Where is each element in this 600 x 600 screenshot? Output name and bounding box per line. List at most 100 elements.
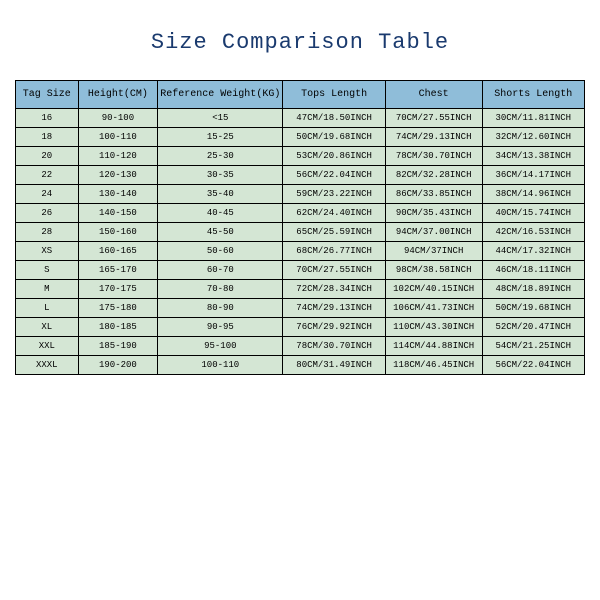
col-header-tag: Tag Size xyxy=(16,81,79,109)
table-cell: 52CM/20.47INCH xyxy=(482,318,584,337)
table-cell: 74CM/29.13INCH xyxy=(283,299,385,318)
table-cell: 56CM/22.04INCH xyxy=(482,356,584,375)
table-cell: 32CM/12.60INCH xyxy=(482,128,584,147)
table-cell: 118CM/46.45INCH xyxy=(385,356,482,375)
table-cell: 45-50 xyxy=(158,223,283,242)
table-row: L175-18080-9074CM/29.13INCH106CM/41.73IN… xyxy=(16,299,585,318)
table-cell: 35-40 xyxy=(158,185,283,204)
table-cell: 20 xyxy=(16,147,79,166)
table-cell: 82CM/32.28INCH xyxy=(385,166,482,185)
table-cell: 110-120 xyxy=(78,147,158,166)
table-cell: 165-170 xyxy=(78,261,158,280)
table-row: 1690-100<1547CM/18.50INCH70CM/27.55INCH3… xyxy=(16,109,585,128)
col-header-chest: Chest xyxy=(385,81,482,109)
table-cell: 36CM/14.17INCH xyxy=(482,166,584,185)
table-row: XXL185-19095-10078CM/30.70INCH114CM/44.8… xyxy=(16,337,585,356)
table-row: 24130-14035-4059CM/23.22INCH86CM/33.85IN… xyxy=(16,185,585,204)
table-cell: 56CM/22.04INCH xyxy=(283,166,385,185)
table-cell: 15-25 xyxy=(158,128,283,147)
table-row: 28150-16045-5065CM/25.59INCH94CM/37.00IN… xyxy=(16,223,585,242)
table-cell: 47CM/18.50INCH xyxy=(283,109,385,128)
table-cell: 65CM/25.59INCH xyxy=(283,223,385,242)
table-cell: 30CM/11.81INCH xyxy=(482,109,584,128)
table-cell: 90-95 xyxy=(158,318,283,337)
table-body: 1690-100<1547CM/18.50INCH70CM/27.55INCH3… xyxy=(16,109,585,375)
table-cell: 18 xyxy=(16,128,79,147)
table-cell: 114CM/44.88INCH xyxy=(385,337,482,356)
table-cell: 76CM/29.92INCH xyxy=(283,318,385,337)
col-header-weight: Reference Weight(KG) xyxy=(158,81,283,109)
table-row: 22120-13030-3556CM/22.04INCH82CM/32.28IN… xyxy=(16,166,585,185)
table-cell: 40CM/15.74INCH xyxy=(482,204,584,223)
table-cell: 40-45 xyxy=(158,204,283,223)
table-cell: 34CM/13.38INCH xyxy=(482,147,584,166)
table-cell: 80CM/31.49INCH xyxy=(283,356,385,375)
table-row: 20110-12025-3053CM/20.86INCH78CM/30.70IN… xyxy=(16,147,585,166)
table-row: XL180-18590-9576CM/29.92INCH110CM/43.30I… xyxy=(16,318,585,337)
table-cell: 50CM/19.68INCH xyxy=(482,299,584,318)
size-table: Tag Size Height(CM) Reference Weight(KG)… xyxy=(15,80,585,375)
table-cell: 50CM/19.68INCH xyxy=(283,128,385,147)
table-cell: 72CM/28.34INCH xyxy=(283,280,385,299)
table-header-row: Tag Size Height(CM) Reference Weight(KG)… xyxy=(16,81,585,109)
table-cell: XXXL xyxy=(16,356,79,375)
table-cell: 74CM/29.13INCH xyxy=(385,128,482,147)
col-header-tops: Tops Length xyxy=(283,81,385,109)
table-cell: 22 xyxy=(16,166,79,185)
table-cell: 78CM/30.70INCH xyxy=(385,147,482,166)
table-cell: 59CM/23.22INCH xyxy=(283,185,385,204)
table-cell: 110CM/43.30INCH xyxy=(385,318,482,337)
table-cell: XS xyxy=(16,242,79,261)
table-cell: 180-185 xyxy=(78,318,158,337)
col-header-height: Height(CM) xyxy=(78,81,158,109)
table-row: XS160-16550-6068CM/26.77INCH94CM/37INCH4… xyxy=(16,242,585,261)
table-cell: 42CM/16.53INCH xyxy=(482,223,584,242)
table-row: S165-17060-7070CM/27.55INCH98CM/38.58INC… xyxy=(16,261,585,280)
table-cell: 70CM/27.55INCH xyxy=(283,261,385,280)
table-cell: 44CM/17.32INCH xyxy=(482,242,584,261)
table-cell: 86CM/33.85INCH xyxy=(385,185,482,204)
table-cell: 80-90 xyxy=(158,299,283,318)
table-cell: L xyxy=(16,299,79,318)
table-row: M170-17570-8072CM/28.34INCH102CM/40.15IN… xyxy=(16,280,585,299)
table-cell: XXL xyxy=(16,337,79,356)
table-cell: 78CM/30.70INCH xyxy=(283,337,385,356)
table-cell: 120-130 xyxy=(78,166,158,185)
table-cell: 130-140 xyxy=(78,185,158,204)
table-row: 26140-15040-4562CM/24.40INCH90CM/35.43IN… xyxy=(16,204,585,223)
table-cell: XL xyxy=(16,318,79,337)
table-cell: 100-110 xyxy=(78,128,158,147)
page-title: Size Comparison Table xyxy=(15,30,585,55)
table-cell: 106CM/41.73INCH xyxy=(385,299,482,318)
table-cell: 150-160 xyxy=(78,223,158,242)
table-cell: 54CM/21.25INCH xyxy=(482,337,584,356)
table-cell: 94CM/37.00INCH xyxy=(385,223,482,242)
table-cell: 95-100 xyxy=(158,337,283,356)
table-cell: <15 xyxy=(158,109,283,128)
table-cell: 26 xyxy=(16,204,79,223)
table-cell: 70-80 xyxy=(158,280,283,299)
table-cell: 90-100 xyxy=(78,109,158,128)
table-row: 18100-11015-2550CM/19.68INCH74CM/29.13IN… xyxy=(16,128,585,147)
table-cell: 175-180 xyxy=(78,299,158,318)
table-cell: 38CM/14.96INCH xyxy=(482,185,584,204)
table-cell: 98CM/38.58INCH xyxy=(385,261,482,280)
table-cell: 28 xyxy=(16,223,79,242)
table-cell: 68CM/26.77INCH xyxy=(283,242,385,261)
table-cell: 46CM/18.11INCH xyxy=(482,261,584,280)
table-cell: 60-70 xyxy=(158,261,283,280)
table-cell: 48CM/18.89INCH xyxy=(482,280,584,299)
table-cell: 30-35 xyxy=(158,166,283,185)
table-cell: 16 xyxy=(16,109,79,128)
table-cell: 62CM/24.40INCH xyxy=(283,204,385,223)
table-cell: 102CM/40.15INCH xyxy=(385,280,482,299)
table-cell: 70CM/27.55INCH xyxy=(385,109,482,128)
table-cell: 53CM/20.86INCH xyxy=(283,147,385,166)
table-cell: 94CM/37INCH xyxy=(385,242,482,261)
table-cell: 90CM/35.43INCH xyxy=(385,204,482,223)
table-row: XXXL190-200100-11080CM/31.49INCH118CM/46… xyxy=(16,356,585,375)
table-cell: 190-200 xyxy=(78,356,158,375)
col-header-shorts: Shorts Length xyxy=(482,81,584,109)
table-cell: 140-150 xyxy=(78,204,158,223)
table-cell: 100-110 xyxy=(158,356,283,375)
